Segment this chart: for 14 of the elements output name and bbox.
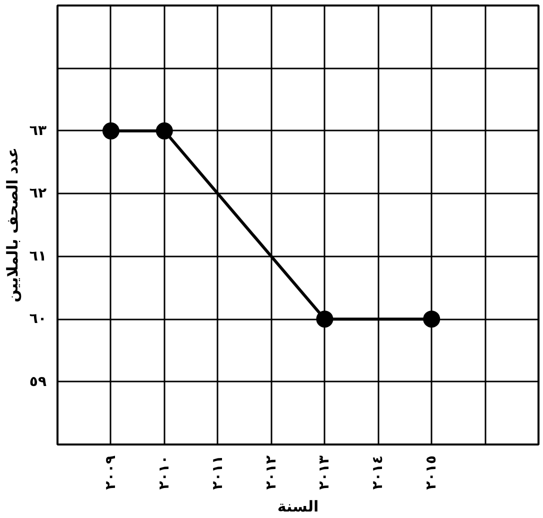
x-tick-label: ٢٠٠٩	[102, 455, 119, 490]
x-tick-label: ٢٠١٣	[316, 455, 333, 490]
y-tick-label: ٦٣	[29, 122, 47, 139]
y-tick-label: ٥٩	[29, 374, 47, 390]
x-axis-title: السنة	[277, 498, 319, 516]
y-tick-label: ٦٠	[29, 311, 47, 328]
x-tick-label: ٢٠١٤	[370, 455, 386, 490]
y-tick-label: ٦١	[29, 248, 47, 264]
x-tick-label: ٢٠١١	[210, 455, 226, 490]
x-tick-label: ٢٠١٥	[424, 455, 440, 490]
y-tick-label: ٦٢	[29, 186, 47, 202]
x-tick-label: ٢٠١٢	[263, 455, 280, 490]
y-axis-title: عدد الصحف بالملايين	[3, 148, 22, 302]
x-tick-label: ٢٠١٠	[156, 455, 172, 490]
